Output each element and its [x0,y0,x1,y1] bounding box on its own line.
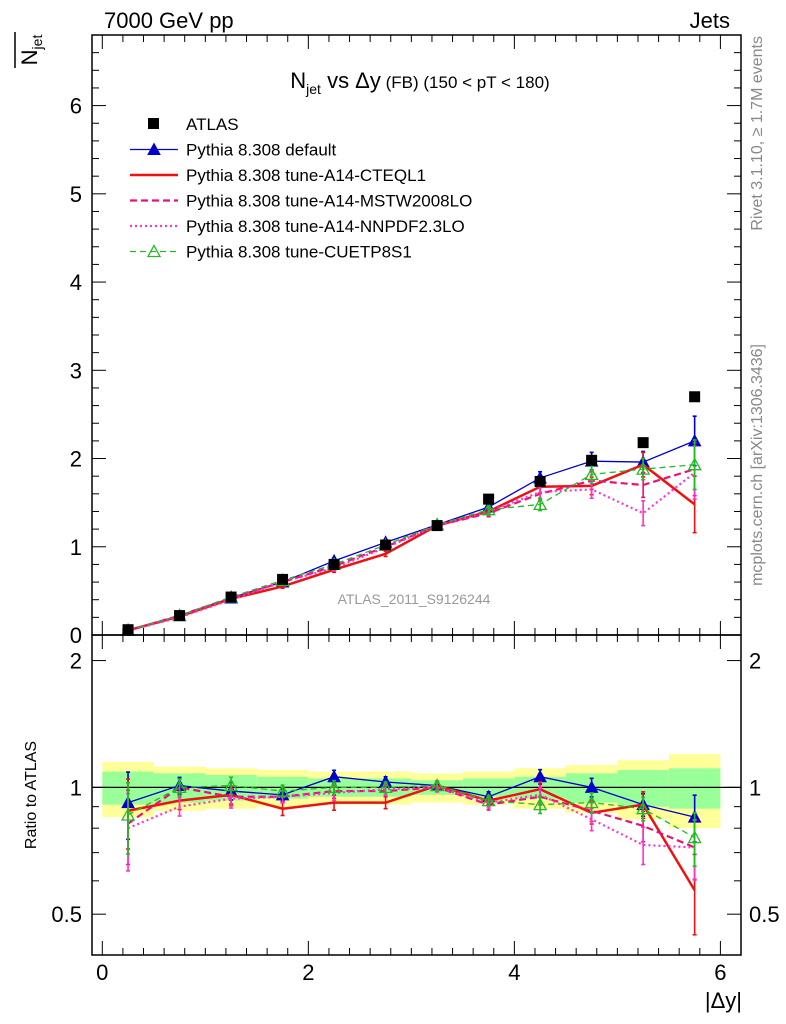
atlas-data-point [586,454,598,466]
series-line [127,471,696,632]
series-line [127,786,696,849]
series-line [127,464,695,632]
series-line [127,786,695,849]
legend-label-default: Pythia 8.308 default [186,141,337,160]
x-tick-label: 2 [302,960,314,985]
data-point [378,780,393,794]
data-point [481,793,496,807]
chart-axes [91,34,742,956]
data-point [687,457,702,471]
x-tick-label: 0 [96,960,108,985]
data-point [636,461,651,475]
data-point [533,497,548,511]
y-tick-label: 3 [70,358,82,383]
x-axis-label: |Δy| [705,988,742,1013]
atlas-data-point [277,573,289,585]
y-tick-label: 2 [70,447,82,472]
ratio-plot-frame [91,634,742,956]
legend-label-nnpdf: Pythia 8.308 tune-A14-NNPDF2.3LO [186,217,465,236]
data-point [481,502,496,516]
legend-marker-default [147,142,161,155]
y-tick-label: 5 [70,182,82,207]
atlas-data-point [328,558,340,570]
data-point [636,801,651,815]
legend-label-atlas: ATLAS [186,115,239,134]
data-point [584,467,599,481]
data-point [172,780,187,794]
ratio-y-tick-label: 1 [70,775,82,800]
atlas-data-point [431,520,443,532]
ratio-y-label: Ratio to ATLAS [23,741,40,849]
series-atlas-main [122,391,701,636]
series-layer [120,391,702,936]
y-tick-label: 6 [70,94,82,119]
atlas-data-point [637,437,649,449]
ratio-y-tick-label-right: 2 [749,649,761,674]
data-point [275,783,290,797]
data-point [120,807,136,821]
legend-marker-cuetp [146,244,162,258]
chart-legend: ATLAS Pythia 8.308 default Pythia 8.308 tu… [130,115,472,262]
analysis-watermark: ATLAS_2011_S9126244 [338,591,491,607]
atlas-data-point [225,591,237,603]
svg-text:Njet: Njet [17,35,45,66]
atlas-data-point [689,391,701,403]
ratio-y-tick-label-right: 0.5 [749,902,780,927]
x-tick-label: 6 [714,960,726,985]
atlas-data-point [380,539,392,551]
data-point [223,778,239,792]
data-point [584,795,599,809]
data-point [430,778,445,792]
y-tick-label: 1 [70,535,82,560]
data-point [326,780,342,794]
header-left: 7000 GeV pp [104,8,234,33]
rivet-label: Rivet 3.1.10, ≥ 1.7M events [749,36,766,231]
x-tick-label: 4 [508,960,520,985]
legend-label-mstw: Pythia 8.308 tune-A14-MSTW2008LO [186,192,472,211]
atlas-data-point [483,493,495,505]
atlas-data-point [534,475,546,487]
mcplots-label: mcplots.cern.ch [arXiv:1306.3436] [749,344,766,586]
legend-atlas-marker [148,118,159,129]
series-line [127,784,695,839]
y-tick-label: 4 [70,270,82,295]
ratio-y-tick-label-right: 1 [749,775,761,800]
legend-label-cuetp: Pythia 8.308 tune-CUETP8S1 [186,243,412,262]
series-cuetp-ratio [120,776,702,868]
main-y-label: Njet [14,32,45,68]
chart-title: Njet vs Δy (FB) (150 < pT < 180) [290,68,549,97]
data-point [533,797,548,811]
series-line [127,468,695,632]
y-tick-label: 0 [70,623,82,648]
atlas-data-point [122,624,134,636]
series-line [127,776,695,818]
legend-label-cteql1: Pythia 8.308 tune-A14-CTEQL1 [186,166,426,185]
header-right: Jets [690,8,730,33]
ratio-y-tick-label: 0.5 [51,902,82,927]
atlas-data-point [174,610,186,622]
series-line [127,784,696,891]
ratio-y-tick-label: 2 [70,649,82,674]
data-point [687,830,702,844]
